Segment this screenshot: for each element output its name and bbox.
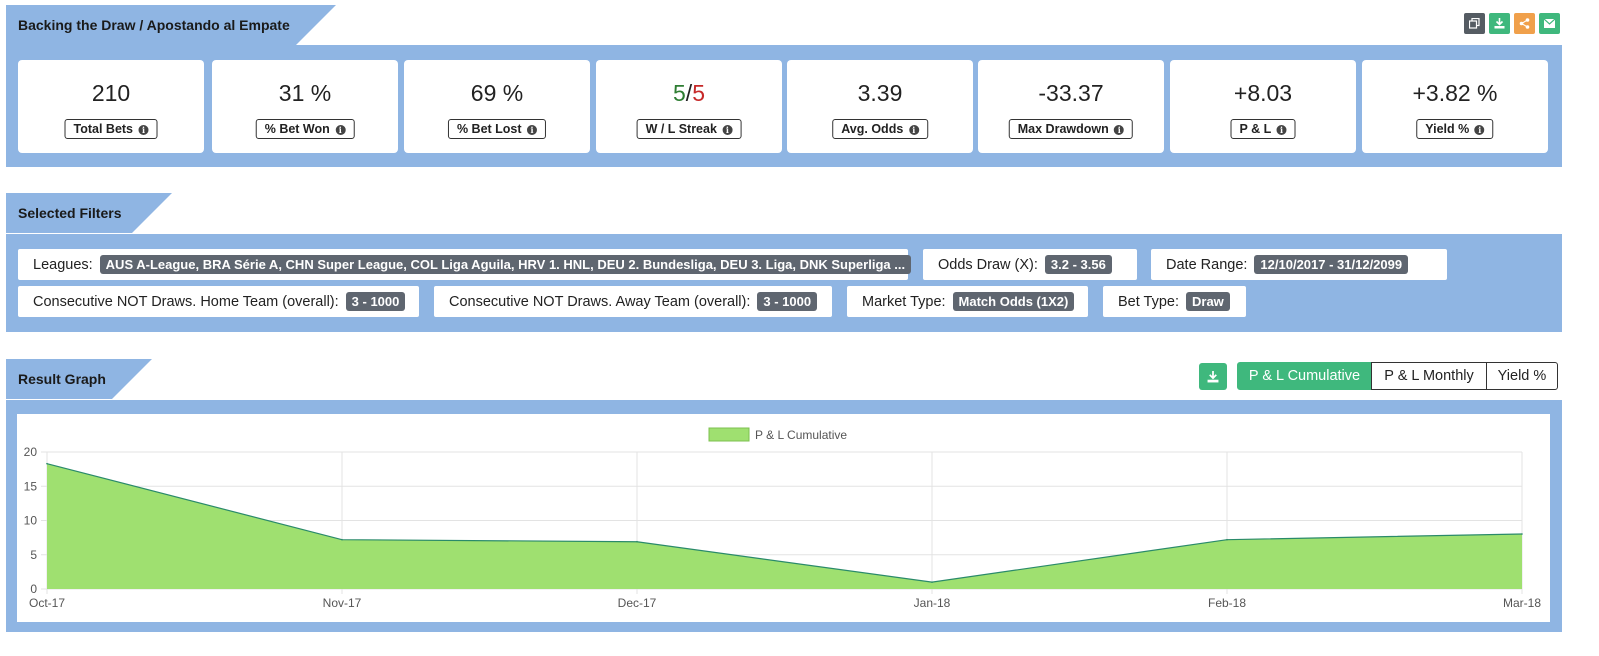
info-icon[interactable]: i <box>1114 125 1125 135</box>
filters-section-tab: Selected Filters <box>6 193 172 233</box>
stat-label-button[interactable]: Avg. Odds i <box>832 119 928 139</box>
stat-card-wl-streak: 5/5 W / L Streak i <box>596 60 782 153</box>
filter-odds-draw: Odds Draw (X): 3.2 - 3.56 <box>923 249 1137 280</box>
info-icon[interactable]: i <box>1276 125 1287 135</box>
data-point <box>341 538 343 541</box>
y-tick-label: 20 <box>24 445 38 459</box>
stat-value: 210 <box>91 80 131 106</box>
stat-card-bet-lost: 69 % % Bet Lost i <box>404 60 590 153</box>
filter-bet-type: Bet Type: Draw <box>1103 286 1246 317</box>
info-icon[interactable]: i <box>335 125 346 135</box>
tab-pl-monthly[interactable]: P & L Monthly <box>1371 362 1487 390</box>
x-tick-label: Nov-17 <box>323 596 362 610</box>
stat-value: 69 % <box>470 80 524 106</box>
x-tick-label: Dec-17 <box>618 596 657 610</box>
summary-section-tab: Backing the Draw / Apostando al Empate <box>6 5 336 45</box>
x-tick-label: Jan-18 <box>914 596 951 610</box>
share-icon[interactable] <box>1514 13 1535 34</box>
x-tick-label: Feb-18 <box>1208 596 1246 610</box>
data-point <box>1521 533 1523 535</box>
graph-title: Result Graph <box>18 371 106 387</box>
x-tick-label: Oct-17 <box>29 596 65 610</box>
data-point <box>1226 538 1228 541</box>
loss-streak: 5 <box>692 80 705 106</box>
stat-label-button[interactable]: W / L Streak i <box>636 119 742 139</box>
filter-away-value: 3 - 1000 <box>757 292 818 311</box>
download-icon <box>1207 370 1219 382</box>
data-point <box>636 540 638 543</box>
stat-value: 5/5 <box>673 80 705 106</box>
stat-value: 31 % <box>278 80 332 106</box>
x-tick-label: Mar-18 <box>1503 596 1541 610</box>
legend-swatch <box>708 427 750 442</box>
mail-icon[interactable] <box>1539 13 1560 34</box>
y-tick-label: 10 <box>24 514 38 528</box>
filter-leagues-value: AUS A-League, BRA Série A, CHN Super Lea… <box>99 255 912 274</box>
stat-card-max-drawdown: -33.37 Max Drawdown i <box>978 60 1164 153</box>
filter-date-range: Date Range: 12/10/2017 - 31/12/2099 <box>1151 249 1447 280</box>
export-toolbar <box>1464 13 1560 34</box>
y-tick-label: 15 <box>24 479 38 493</box>
info-icon[interactable]: i <box>527 125 538 135</box>
download-icon[interactable] <box>1489 13 1510 34</box>
filter-away-not-draws: Consecutive NOT Draws. Away Team (overal… <box>434 286 832 317</box>
filters-title: Selected Filters <box>18 205 122 221</box>
info-icon[interactable]: i <box>722 125 733 135</box>
stat-label-button[interactable]: Max Drawdown i <box>1008 119 1134 139</box>
filter-bettype-value: Draw <box>1186 292 1230 311</box>
stat-card-pl: +8.03 P & L i <box>1170 60 1356 153</box>
stat-value: 3.39 <box>857 80 903 106</box>
stat-card-yield: +3.82 % Yield % i <box>1362 60 1548 153</box>
data-point <box>46 462 48 465</box>
result-chart: 0 5 10 15 20 Oct-17 Nov-17 Dec-17 Jan-18 Feb-18 Ma… <box>17 414 1550 622</box>
y-tick-label: 0 <box>30 582 37 596</box>
y-tick-label: 5 <box>30 548 37 562</box>
graph-section-tab: Result Graph <box>6 359 152 399</box>
stat-label-button[interactable]: Total Bets i <box>64 119 158 139</box>
filter-leagues: Leagues: AUS A-League, BRA Série A, CHN … <box>18 249 912 280</box>
stat-label-button[interactable]: P & L i <box>1230 119 1296 139</box>
info-icon[interactable]: i <box>908 125 919 135</box>
stat-card-bet-won: 31 % % Bet Won i <box>212 60 398 153</box>
stat-label-button[interactable]: % Bet Won i <box>255 119 355 139</box>
stat-value: -33.37 <box>1038 80 1104 106</box>
stat-label-button[interactable]: Yield % i <box>1416 119 1494 139</box>
series-line <box>46 463 1523 583</box>
graph-download-button[interactable] <box>1199 363 1227 390</box>
stat-value: +3.82 % <box>1412 80 1498 106</box>
filter-home-value: 3 - 1000 <box>345 292 406 311</box>
summary-title: Backing the Draw / Apostando al Empate <box>18 17 290 33</box>
legend-label: P & L Cumulative <box>755 428 847 442</box>
series-area <box>47 463 1522 589</box>
tab-pl-cumulative[interactable]: P & L Cumulative <box>1237 362 1372 390</box>
tab-yield[interactable]: Yield % <box>1486 362 1558 390</box>
filter-odds-value: 3.2 - 3.56 <box>1044 255 1112 274</box>
filter-date-value: 12/10/2017 - 31/12/2099 <box>1254 255 1409 274</box>
stat-card-avg-odds: 3.39 Avg. Odds i <box>787 60 973 153</box>
info-icon[interactable]: i <box>1474 125 1485 135</box>
filter-market-value: Match Odds (1X2) <box>952 292 1075 311</box>
stat-value: +8.03 <box>1233 80 1293 106</box>
filter-market-type: Market Type: Match Odds (1X2) <box>847 286 1088 317</box>
filter-home-not-draws: Consecutive NOT Draws. Home Team (overal… <box>18 286 419 317</box>
data-point <box>931 581 933 583</box>
pl-cumulative-chart: 0 5 10 15 20 Oct-17 Nov-17 Dec-17 Jan-18 Feb-18 Ma… <box>24 427 1541 610</box>
copy-icon[interactable] <box>1464 13 1485 34</box>
info-icon[interactable]: i <box>138 125 149 135</box>
stat-label-button[interactable]: % Bet Lost i <box>447 119 547 139</box>
win-streak: 5 <box>673 80 686 106</box>
stat-card-total-bets: 210 Total Bets i <box>18 60 204 153</box>
